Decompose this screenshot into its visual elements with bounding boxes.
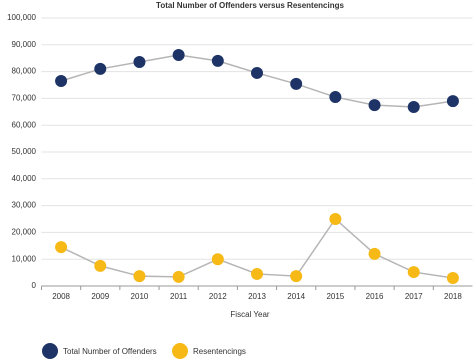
x-tick-label: 2015 (326, 292, 344, 301)
data-point (368, 99, 381, 112)
legend-label: Total Number of Offenders (63, 347, 157, 356)
data-point (211, 253, 224, 266)
data-point (290, 270, 303, 283)
data-point (251, 66, 263, 79)
y-tick-label: 90,000 (12, 40, 37, 49)
chart-title: Total Number of Offenders versus Resente… (156, 1, 344, 10)
data-point (55, 241, 68, 254)
data-point (133, 55, 146, 68)
y-tick-label: 30,000 (12, 201, 37, 210)
data-point (446, 271, 459, 284)
data-point (329, 91, 342, 104)
series-line (60, 54, 454, 108)
data-point (172, 48, 185, 61)
x-tick-label: 2018 (444, 292, 462, 301)
data-point (251, 267, 263, 280)
y-tick-label: 0 (32, 281, 37, 290)
y-tick-label: 10,000 (12, 254, 37, 263)
y-tick-label: 80,000 (12, 67, 37, 76)
data-point (94, 62, 107, 75)
data-point (172, 270, 185, 283)
data-point (94, 259, 107, 272)
x-tick-label: 2016 (366, 292, 384, 301)
x-axis-label: Fiscal Year (230, 310, 269, 319)
x-tick-label: 2009 (91, 292, 109, 301)
y-tick-label: 70,000 (12, 94, 37, 103)
legend-label: Resentencings (193, 347, 246, 356)
legend-marker (42, 343, 58, 359)
legend-marker (172, 343, 188, 359)
x-tick-label: 2008 (52, 292, 70, 301)
data-point (133, 270, 146, 283)
x-tick-label: 2013 (248, 292, 266, 301)
data-point (55, 74, 68, 87)
x-tick-label: 2010 (131, 292, 149, 301)
x-tick-label: 2012 (209, 292, 227, 301)
y-tick-label: 50,000 (12, 147, 37, 156)
y-tick-label: 60,000 (12, 120, 37, 129)
data-point (407, 266, 420, 279)
data-point (407, 100, 420, 113)
y-tick-label: 40,000 (12, 174, 37, 183)
y-tick-label: 20,000 (12, 228, 37, 237)
x-tick-label: 2017 (405, 292, 423, 301)
data-point (368, 247, 381, 260)
x-tick-label: 2014 (287, 292, 305, 301)
data-point (446, 95, 459, 108)
x-tick-label: 2011 (170, 292, 188, 301)
y-tick-label: 100,000 (7, 13, 36, 22)
data-point (290, 77, 303, 90)
data-point (329, 213, 342, 225)
data-point (211, 54, 224, 67)
